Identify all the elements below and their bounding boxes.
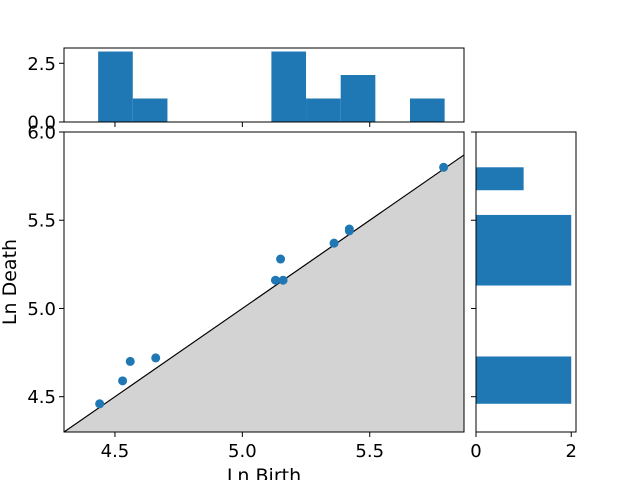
y-tick-label-1: 5.0 <box>27 299 56 320</box>
scatter-point-7 <box>329 238 339 248</box>
right-histogram-bar-0 <box>476 356 572 404</box>
scatter-point-4 <box>270 275 280 285</box>
y-tick-label-3: 6.0 <box>27 123 56 144</box>
scatter-point-10 <box>439 162 449 172</box>
scatter-point-5 <box>278 275 288 285</box>
top-y-tick-label-0: 0.0 <box>27 113 56 134</box>
right-histogram-bar-1 <box>476 214 572 286</box>
main-plot-frame <box>63 131 465 433</box>
x-tick-label-0: 4.5 <box>101 441 130 462</box>
main-scatter-plot: 4.5 5.0 5.5 4.5 5.0 5.5 6.0 Ln Birth Ln Death <box>0 123 465 480</box>
scatter-point-9 <box>344 224 354 234</box>
top-histogram-bar-1 <box>132 98 168 122</box>
top-histogram-bars <box>98 51 445 122</box>
diagonal-line <box>63 154 465 433</box>
scatter-point-2 <box>125 356 135 366</box>
x-tick-label-2: 5.5 <box>355 441 384 462</box>
scatter-points <box>95 162 449 409</box>
top-histogram-bar-0 <box>98 51 133 122</box>
right-x-tick-label-0: 0 <box>470 441 481 462</box>
scatter-point-3 <box>151 353 161 363</box>
top-histogram-bar-2 <box>271 51 307 122</box>
top-histogram: 0.0 2.5 <box>27 47 465 134</box>
right-histogram-frame <box>475 131 577 433</box>
right-histogram-bar-2 <box>476 167 524 191</box>
x-axis-label: Ln Birth <box>227 465 301 480</box>
right-x-tick-label-1: 2 <box>566 441 577 462</box>
scatter-point-6 <box>276 254 286 264</box>
y-tick-label-0: 4.5 <box>27 387 56 408</box>
top-y-tick-label-1: 2.5 <box>27 54 56 75</box>
scatter-point-0 <box>95 399 105 409</box>
top-histogram-bar-4 <box>340 75 376 122</box>
main-plot-ticks: 4.5 5.0 5.5 4.5 5.0 5.5 6.0 <box>27 123 384 463</box>
scatter-point-1 <box>118 376 128 386</box>
y-axis-label: Ln Death <box>0 239 21 325</box>
top-histogram-bar-5 <box>409 98 445 122</box>
top-histogram-ticks: 0.0 2.5 <box>27 54 371 134</box>
top-histogram-bar-3 <box>306 98 341 122</box>
right-histogram-bars <box>476 167 572 404</box>
y-tick-label-2: 5.5 <box>27 211 56 232</box>
x-tick-label-1: 5.0 <box>228 441 257 462</box>
top-histogram-frame <box>63 47 465 123</box>
